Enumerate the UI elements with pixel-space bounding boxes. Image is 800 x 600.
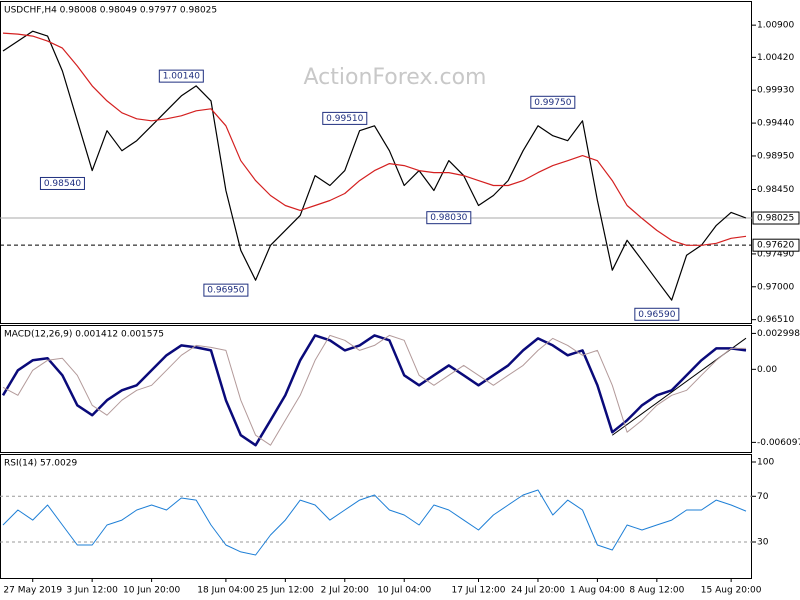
y-tick-label: 0.00 [757, 365, 777, 375]
price-annotation-box [203, 283, 249, 297]
panel-title: MACD(12,26,9) 0.001412 0.001575 [4, 330, 164, 340]
y-tick-label: 1.00420 [757, 53, 794, 63]
y-tick-label: 1.00900 [757, 21, 794, 31]
series-line [2, 489, 747, 556]
y-tick-label: 30 [757, 538, 769, 548]
y-tick-label: 0.97490 [757, 249, 794, 259]
x-tick-label: 10 Jun 20:00 [123, 586, 180, 596]
price-annotation-box [634, 307, 680, 321]
panel-frame [0, 325, 752, 453]
price-annotation-box [530, 95, 576, 109]
y-tick-label: 0.98450 [757, 185, 794, 195]
y-tick-label: 0.98950 [757, 151, 794, 161]
panel-title: USDCHF,H4 0.98008 0.98049 0.97977 0.9802… [4, 6, 217, 16]
price-tag-label: 0.97620 [757, 241, 794, 251]
x-tick-label: 18 Jun 04:00 [197, 586, 254, 596]
price-annotation: 0.99510 [326, 114, 363, 124]
panel-title: RSI(14) 57.0029 [4, 459, 77, 469]
panel-frame [0, 454, 752, 579]
x-tick-label: 15 Aug 20:00 [701, 586, 762, 596]
x-tick-label: 27 May 2019 [3, 586, 62, 596]
y-tick-label: 0.99440 [757, 119, 794, 129]
price-annotation-box [39, 176, 85, 190]
x-tick-label: 2 Jul 20:00 [321, 586, 370, 596]
x-tick-label: 10 Jul 04:00 [377, 586, 431, 596]
x-tick-label: 8 Aug 12:00 [629, 586, 684, 596]
price-annotation: 0.98030 [430, 213, 467, 223]
y-tick-label: -0.006097 [757, 438, 800, 448]
price-annotation-box [322, 111, 368, 125]
price-tag [752, 238, 800, 252]
x-tick-label: 24 Jul 20:00 [511, 586, 565, 596]
series-line [2, 334, 746, 446]
y-tick-label: 0.99930 [757, 86, 794, 96]
y-tick-label: 70 [757, 492, 769, 502]
series-line [1, 334, 747, 447]
price-annotation: 1.00140 [163, 72, 200, 82]
x-tick-label: 17 Jul 12:00 [452, 586, 506, 596]
x-tick-label: 3 Jun 12:00 [66, 586, 118, 596]
price-tag [752, 211, 800, 225]
price-annotation: 0.99750 [534, 98, 571, 108]
x-tick-label: 1 Aug 04:00 [570, 586, 625, 596]
price-tag-label: 0.98025 [757, 214, 794, 224]
watermark: ActionForex.com [304, 65, 487, 90]
y-tick-label: 100 [757, 458, 774, 468]
panel-frame [0, 1, 752, 324]
y-tick-label: 0.96510 [757, 315, 794, 325]
y-tick-label: 0.97000 [757, 282, 794, 292]
x-tick-label: 25 Jun 12:00 [257, 586, 314, 596]
price-annotation: 0.96950 [207, 286, 244, 296]
price-annotation-box [426, 211, 472, 225]
price-annotation: 0.98540 [44, 179, 81, 189]
series-line [2, 32, 747, 246]
series-line [2, 30, 747, 301]
price-annotation-box [158, 69, 204, 83]
y-tick-label: 0.002998 [757, 329, 800, 339]
price-annotation: 0.96590 [638, 310, 675, 320]
